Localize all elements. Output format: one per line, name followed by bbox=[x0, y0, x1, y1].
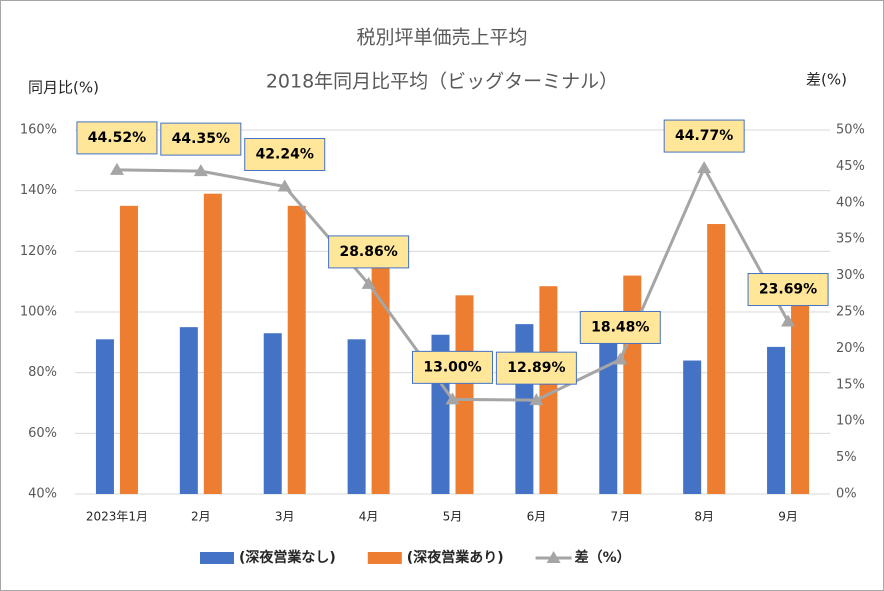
line-marker bbox=[361, 276, 376, 289]
y2-tick-label: 50% bbox=[836, 123, 865, 138]
legend-marker bbox=[546, 551, 561, 563]
bar bbox=[515, 324, 534, 494]
data-label-box bbox=[328, 235, 410, 269]
line-marker bbox=[193, 164, 208, 177]
bar bbox=[767, 346, 786, 494]
y-tick-label: 160% bbox=[20, 123, 57, 138]
line-marker bbox=[613, 352, 628, 365]
bar bbox=[539, 286, 558, 494]
y2-tick-label: 0% bbox=[836, 487, 857, 502]
data-label: 18.48% bbox=[591, 319, 649, 335]
data-label: 44.35% bbox=[172, 131, 230, 147]
data-label-box bbox=[663, 119, 745, 153]
legend-swatch bbox=[367, 552, 402, 564]
data-label-box bbox=[160, 122, 242, 156]
legend-label: 差（%） bbox=[575, 549, 631, 566]
data-label-box bbox=[495, 351, 577, 385]
line-marker bbox=[277, 179, 292, 192]
x-tick-label: 9月 bbox=[778, 510, 798, 524]
bar bbox=[179, 327, 198, 494]
data-label-box bbox=[579, 310, 661, 344]
y2-tick-label: 35% bbox=[836, 232, 865, 247]
data-label: 28.86% bbox=[339, 244, 397, 260]
data-label-box bbox=[412, 350, 493, 384]
legend-label: (深夜営業なし) bbox=[239, 549, 336, 566]
line-marker bbox=[109, 162, 124, 175]
y-tick-label: 40% bbox=[28, 487, 57, 502]
data-label: 23.69% bbox=[759, 282, 817, 298]
y2-tick-label: 15% bbox=[836, 377, 865, 392]
data-label-box bbox=[76, 121, 158, 155]
bar bbox=[263, 333, 282, 494]
y2-tick-label: 45% bbox=[836, 159, 865, 174]
data-label: 12.89% bbox=[507, 360, 565, 376]
x-tick-label: 8月 bbox=[694, 510, 714, 524]
x-tick-label: 6月 bbox=[527, 510, 547, 524]
bar bbox=[683, 360, 702, 494]
legend-swatch bbox=[200, 552, 234, 564]
x-tick-label: 7月 bbox=[610, 510, 630, 524]
y2-tick-label: 25% bbox=[836, 305, 865, 320]
y-axis-label: 同月比(%) bbox=[28, 79, 99, 97]
bar bbox=[347, 339, 366, 494]
y2-axis-label: 差(%) bbox=[806, 71, 847, 89]
chart-subtitle: 2018年同月比平均（ビッグターミナル） bbox=[266, 71, 618, 93]
y2-tick-label: 40% bbox=[836, 195, 865, 210]
bar bbox=[119, 205, 138, 495]
data-label-box bbox=[244, 137, 326, 171]
data-label: 44.52% bbox=[88, 130, 146, 146]
y-tick-label: 80% bbox=[28, 365, 57, 380]
line-marker bbox=[781, 314, 796, 327]
data-label: 13.00% bbox=[423, 359, 481, 375]
bar bbox=[95, 339, 114, 494]
bar bbox=[707, 224, 726, 495]
data-label-box bbox=[747, 273, 829, 307]
data-label: 42.24% bbox=[256, 146, 314, 162]
y-tick-label: 60% bbox=[28, 426, 57, 441]
y-tick-label: 140% bbox=[20, 183, 57, 198]
bar bbox=[371, 257, 390, 494]
bar bbox=[455, 295, 474, 494]
x-tick-label: 4月 bbox=[359, 510, 379, 524]
x-tick-label: 2月 bbox=[191, 510, 211, 524]
bar bbox=[791, 274, 810, 494]
y2-tick-label: 30% bbox=[836, 268, 865, 283]
line-marker bbox=[697, 161, 712, 174]
y-tick-label: 100% bbox=[20, 305, 57, 320]
line-marker bbox=[445, 392, 460, 405]
legend-label: (深夜営業あり) bbox=[407, 549, 504, 566]
x-tick-label: 2023年1月 bbox=[86, 510, 148, 524]
y2-tick-label: 20% bbox=[836, 341, 865, 356]
x-tick-label: 5月 bbox=[443, 510, 463, 524]
y-tick-label: 120% bbox=[20, 244, 57, 259]
line-marker bbox=[529, 393, 544, 406]
x-tick-label: 3月 bbox=[275, 510, 295, 524]
y2-tick-label: 10% bbox=[836, 414, 865, 429]
bar bbox=[203, 193, 222, 494]
bar bbox=[287, 205, 306, 495]
data-label: 44.77% bbox=[675, 128, 733, 144]
bar bbox=[623, 275, 642, 494]
chart-title: 税別坪単価売上平均 bbox=[356, 27, 527, 49]
y2-tick-label: 5% bbox=[836, 450, 857, 465]
bar bbox=[599, 336, 618, 494]
